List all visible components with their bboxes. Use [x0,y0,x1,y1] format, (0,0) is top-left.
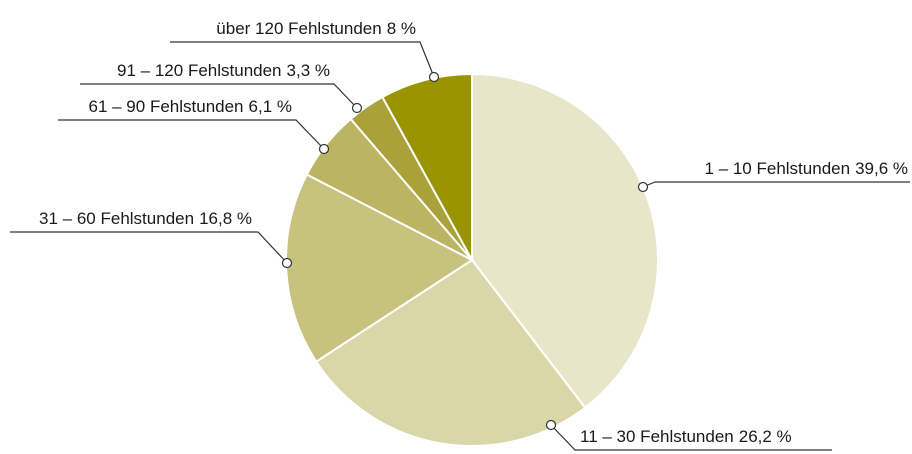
leader-line [58,119,325,150]
slice-category: 1 – 10 Fehlstunden [705,159,851,178]
slice-label: 61 – 90 Fehlstunden 6,1 % [89,97,293,116]
slice-label: 31 – 60 Fehlstunden 16,8 % [39,209,252,228]
leader-dot [281,257,293,269]
slice-value: 26,2 % [739,427,792,446]
pie-slice [471,72,659,410]
leader-dot [545,419,557,431]
leader-line [10,231,288,264]
leader-line [550,424,832,451]
leader-line [80,83,358,109]
slice-category: 11 – 30 Fehlstunden [580,427,734,446]
slice-label: über 120 Fehlstunden 8 % [216,19,416,38]
slice-category: 61 – 90 Fehlstunden [89,97,244,116]
pie-slice [285,173,474,364]
slice-label: 91 – 120 Fehlstunden 3,3 % [117,61,330,80]
pie-slice [381,72,473,261]
leader-line [170,41,435,78]
slice-value: 16,8 % [199,209,252,228]
leader-line [642,181,910,188]
slice-value: 39,6 % [855,159,908,178]
slice-value: 3,3 % [287,61,330,80]
slice-category: über 120 Fehlstunden [216,19,381,38]
slice-label: 11 – 30 Fehlstunden 26,2 % [580,427,792,446]
slice-value: 8 % [387,19,416,38]
slice-category: 31 – 60 Fehlstunden [39,209,194,228]
leader-dot [351,102,363,114]
slice-category: 91 – 120 Fehlstunden [117,61,281,80]
leader-dot [318,143,330,155]
leader-dot [637,181,649,193]
slice-label: 1 – 10 Fehlstunden 39,6 % [705,159,909,178]
leader-dot [428,71,440,83]
slice-value: 6,1 % [249,97,292,116]
